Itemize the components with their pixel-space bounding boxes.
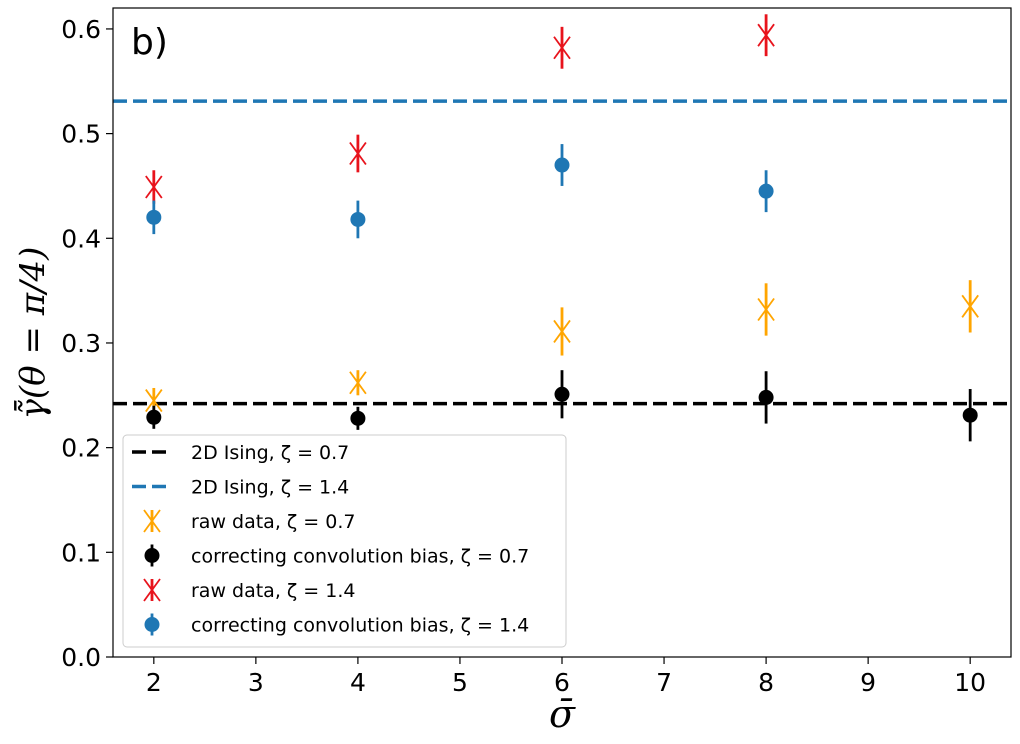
data-point [349,141,367,166]
legend-swatch [143,578,161,602]
data-point [757,23,775,47]
panel-label: b) [131,22,168,63]
legend-swatch [143,509,161,533]
series-group [146,144,774,239]
x-tick-label: 10 [954,668,986,697]
legend: 2D Ising, ζ = 0.7 2D Ising, ζ = 1.4 raw da… [122,434,567,648]
data-point [758,389,774,405]
plot-area [113,14,1011,442]
marker-stroke [757,297,775,322]
legend-label: raw data, ζ = 0.7 [191,511,355,533]
marker-stroke [553,36,571,60]
x-tick-label: 7 [656,668,672,697]
data-point [554,386,570,402]
legend-label: 2D Ising, ζ = 1.4 [191,477,349,499]
x-tick-label: 9 [860,668,876,697]
data-point [146,209,162,225]
y-tick-label: 0.5 [61,120,101,149]
legend-label: raw data, ζ = 1.4 [191,580,355,602]
legend-label: correcting convolution bias, ζ = 1.4 [191,615,529,637]
data-point [350,211,366,227]
x-tick-label: 3 [248,668,264,697]
data-point [758,183,774,199]
x-axis-label: σ̄ [549,692,576,736]
x-tick-label: 6 [554,668,570,697]
y-tick-label: 0.3 [61,329,101,358]
y-tick-label: 0.6 [61,15,101,44]
data-point [757,297,775,322]
data-point [145,389,163,413]
data-point [553,36,571,60]
y-tick-label: 0.4 [61,224,101,253]
legend-label: correcting convolution bias, ζ = 0.7 [191,546,529,568]
axis-ticks: 2 3 4 5 6 7 8 9 10 0.0 0.1 0.2 0.3 0.4 0.5 0.6 [61,15,986,697]
marker-stroke [757,23,775,47]
data-point [553,319,571,343]
marker-stroke [145,389,163,413]
marker-stroke [349,141,367,166]
marker-stroke [143,578,161,602]
legend-swatch [144,617,160,632]
data-point [146,409,162,425]
y-axis-label: γ̃̄(θ = π/4) [13,247,53,420]
data-point [145,175,163,199]
series-group [146,370,978,442]
marker-stroke [349,371,367,395]
legend-swatch [144,548,160,563]
marker-stroke [961,294,979,318]
marker-stroke [145,175,163,199]
x-tick-label: 4 [350,668,366,697]
marker-stroke [553,319,571,343]
marker-stroke [143,509,161,533]
data-point [962,407,978,423]
data-point [349,371,367,395]
data-point [350,410,366,426]
legend-label: 2D Ising, ζ = 0.7 [191,442,349,464]
y-tick-label: 0.1 [61,538,101,567]
y-tick-label: 0.2 [61,434,101,463]
legend-box [122,434,567,648]
x-tick-label: 5 [452,668,468,697]
x-tick-label: 2 [146,668,162,697]
data-point [554,157,570,173]
y-tick-label: 0.0 [61,643,101,672]
series-group [145,14,775,204]
data-point [961,294,979,318]
x-tick-label: 8 [758,668,774,697]
